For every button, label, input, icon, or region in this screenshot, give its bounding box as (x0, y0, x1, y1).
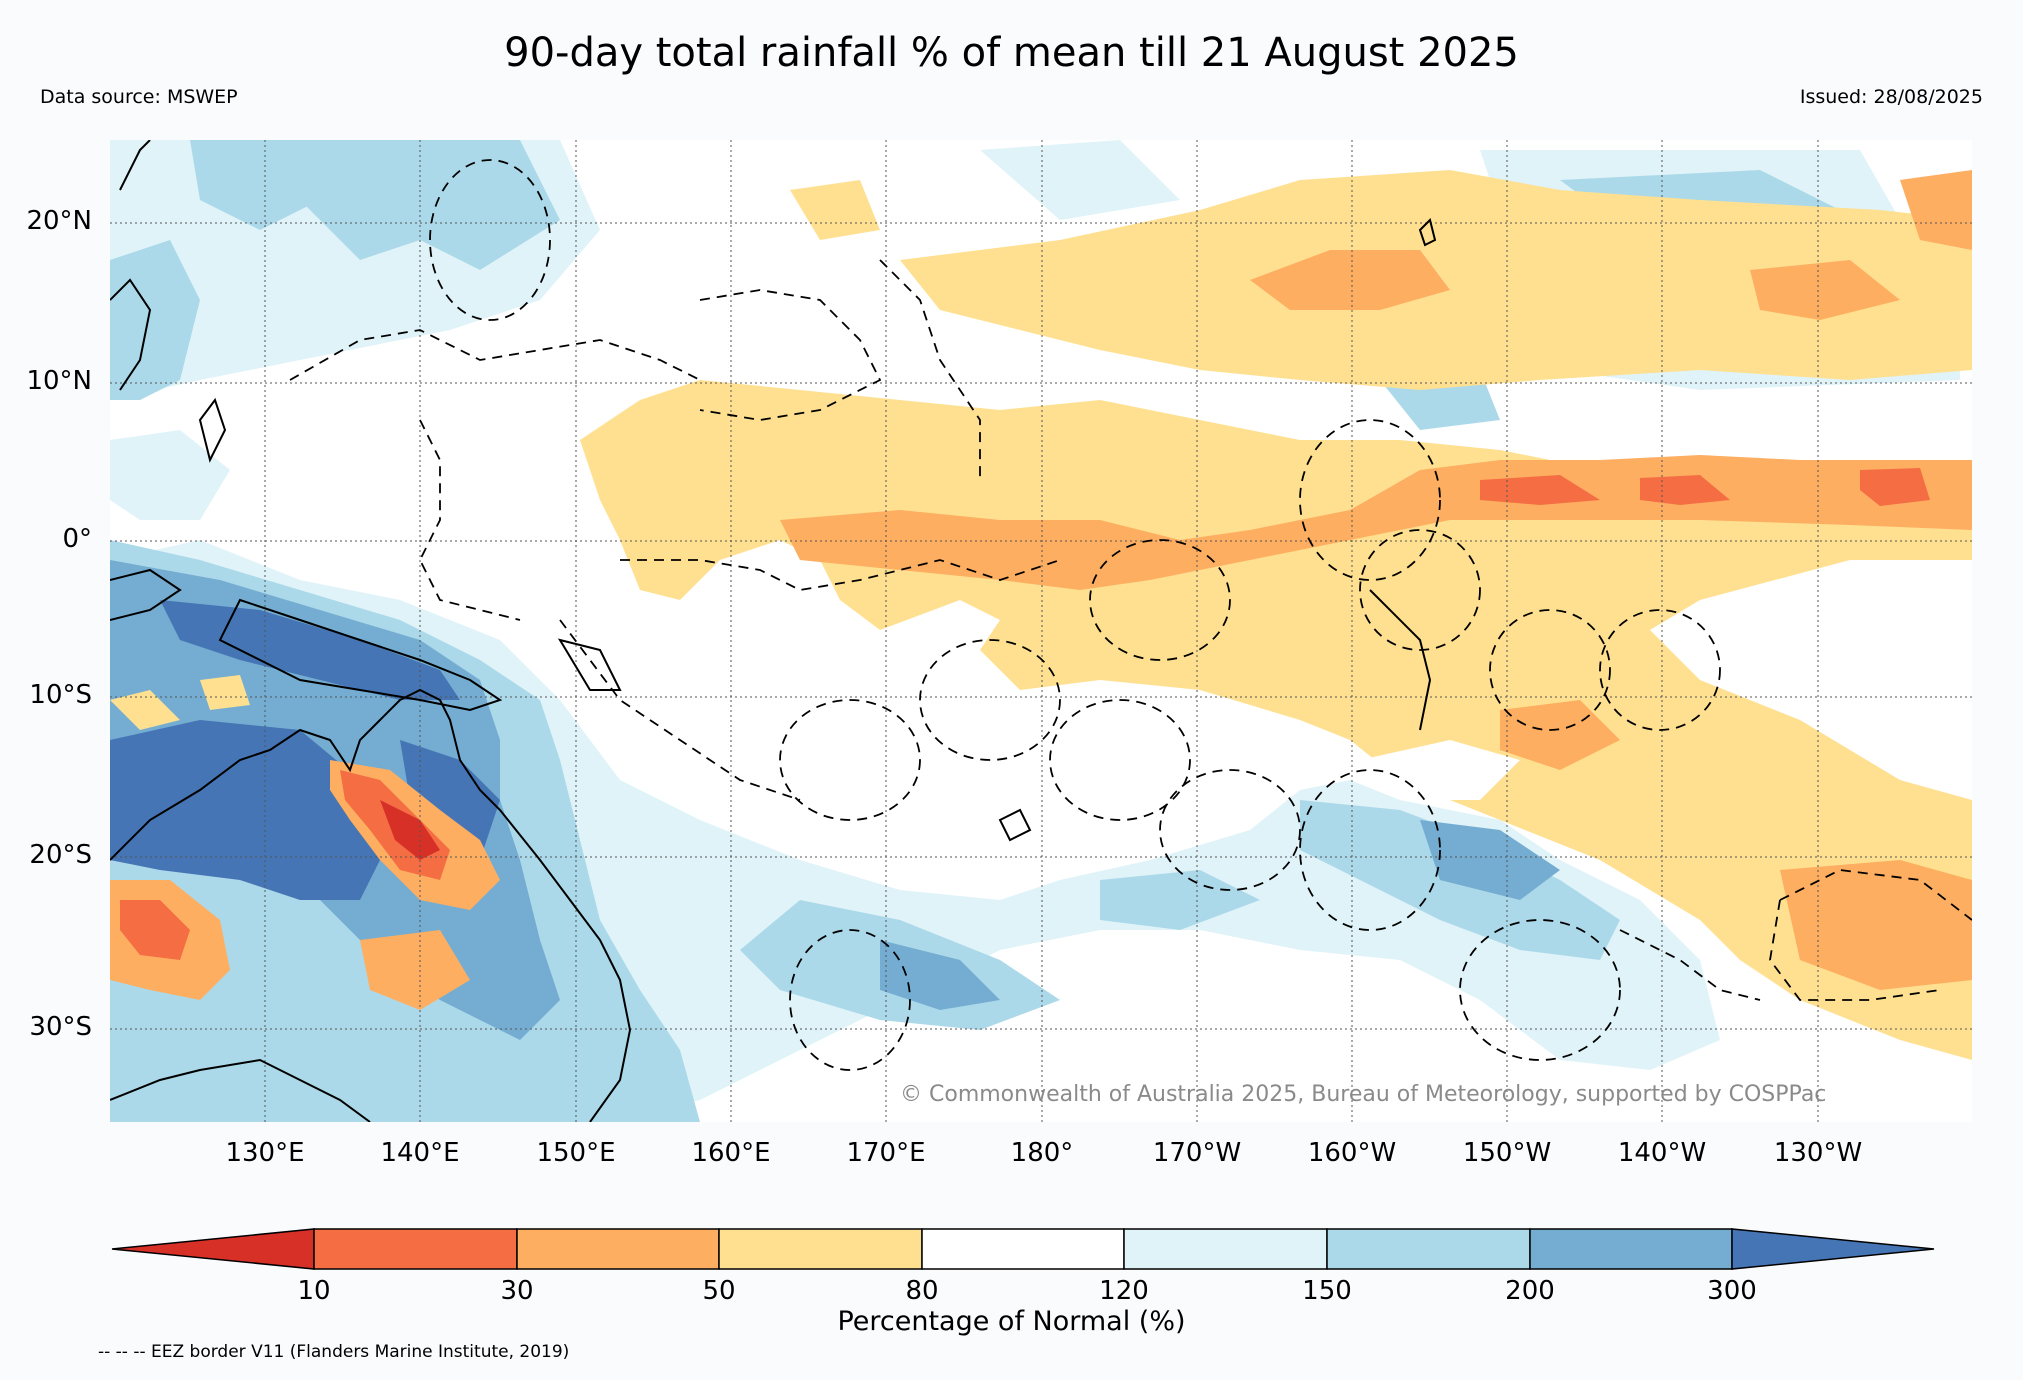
colorbar-segment (718, 1228, 923, 1270)
graticule (110, 140, 1972, 1122)
lon-label-130w: 130°W (1773, 1138, 1863, 1168)
lat-label-20n: 20°N (26, 206, 92, 236)
eez-border-note: -- -- -- EEZ border V11 (Flanders Marine… (98, 1342, 570, 1362)
lon-label-140e: 140°E (380, 1138, 460, 1168)
colorbar-tick-150: 150 (1302, 1276, 1352, 1306)
lon-label-130e: 130°E (225, 1138, 305, 1168)
colorbar-segment (1529, 1228, 1733, 1270)
colorbar-segment (516, 1228, 720, 1270)
lon-label-180: 180° (1010, 1138, 1074, 1168)
colorbar-tick-80: 80 (905, 1276, 939, 1306)
colorbar-tick-30: 30 (500, 1276, 534, 1306)
colorbar-title-text: Percentage of Normal (%) (837, 1306, 1186, 1337)
issued-date-label: Issued: 28/08/2025 (1799, 86, 1983, 108)
lon-label-170e: 170°E (846, 1138, 926, 1168)
colorbar-tick-120: 120 (1099, 1276, 1149, 1306)
colorbar-segment (1326, 1228, 1531, 1270)
colorbar-tick-200: 200 (1505, 1276, 1555, 1306)
colorbar-segment (313, 1228, 518, 1270)
lon-label-150w: 150°W (1462, 1138, 1552, 1168)
colorbar (111, 1228, 1935, 1270)
lat-label-30s: 30°S (29, 1012, 92, 1042)
lat-label-0: 0° (62, 524, 92, 554)
colorbar-tick-10: 10 (297, 1276, 331, 1306)
lat-label-20s: 20°S (29, 840, 92, 870)
colorbar-segment (921, 1228, 1125, 1270)
data-source-label: Data source: MSWEP (40, 86, 238, 108)
colorbar-tick-300: 300 (1707, 1276, 1757, 1306)
map-field (110, 140, 1972, 1122)
lon-label-170w: 170°W (1152, 1138, 1242, 1168)
colorbar-title: Percentage of Normal (%) (0, 1306, 2023, 1337)
copyright-notice: © Commonwealth of Australia 2025, Bureau… (900, 1082, 1827, 1107)
lat-label-10n: 10°N (26, 366, 92, 396)
colorbar-low-extension (111, 1228, 315, 1270)
lon-label-140w: 140°W (1617, 1138, 1707, 1168)
colorbar-tick-50: 50 (702, 1276, 736, 1306)
lon-label-160w: 160°W (1307, 1138, 1397, 1168)
lon-label-160e: 160°E (691, 1138, 771, 1168)
colorbar-segment (1123, 1228, 1328, 1270)
coastlines (110, 140, 1437, 1122)
map-title: 90-day total rainfall % of mean till 21 … (504, 30, 1519, 76)
lon-label-150e: 150°E (536, 1138, 616, 1168)
eez-borders (289, 159, 1972, 1071)
colorbar-high-extension (1731, 1228, 1935, 1270)
lat-label-10s: 10°S (29, 680, 92, 710)
